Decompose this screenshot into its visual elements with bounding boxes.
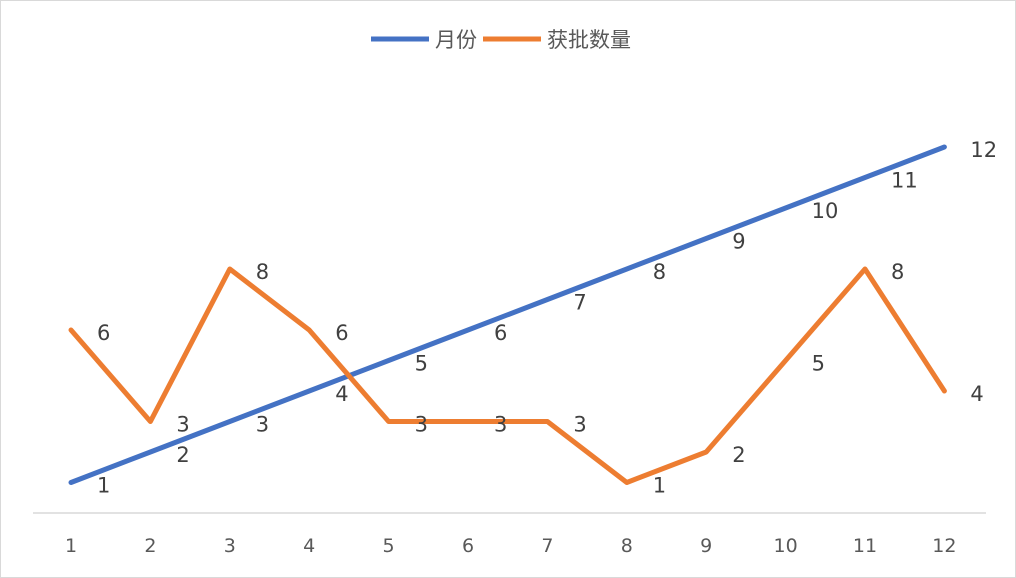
data-label-series-1: 11 xyxy=(891,169,918,193)
series-line-1 xyxy=(68,144,947,485)
x-tick-label: 6 xyxy=(462,535,474,557)
series-lines xyxy=(68,144,947,485)
data-label-series-1: 4 xyxy=(335,382,348,406)
x-tick-label: 12 xyxy=(932,535,956,557)
data-label-series-1: 3 xyxy=(256,413,269,437)
data-label-series-1: 7 xyxy=(573,291,586,315)
series-line-2 xyxy=(68,266,947,485)
x-tick-label: 2 xyxy=(144,535,156,557)
data-label-series-2: 8 xyxy=(891,260,904,284)
x-tick-label: 8 xyxy=(621,535,633,557)
legend-label-2: 获批数量 xyxy=(547,28,631,52)
data-label-series-2: 1 xyxy=(653,474,666,498)
data-label-series-2: 3 xyxy=(573,413,586,437)
data-label-series-1: 2 xyxy=(176,443,189,467)
data-label-series-2: 3 xyxy=(415,413,428,437)
data-label-series-1: 12 xyxy=(970,138,997,162)
x-axis-tick-labels: 1 2 3 4 5 6 7 8 9 10 11 12 xyxy=(65,535,957,557)
data-label-series-1: 9 xyxy=(732,230,745,254)
data-label-series-1: 10 xyxy=(812,199,839,223)
data-label-series-2: 6 xyxy=(97,321,110,345)
data-label-series-2: 5 xyxy=(812,352,825,376)
data-label-series-1: 1 xyxy=(97,474,110,498)
x-tick-label: 7 xyxy=(541,535,553,557)
legend: 月份 获批数量 xyxy=(371,28,631,52)
legend-label-1: 月份 xyxy=(435,28,477,52)
x-tick-label: 11 xyxy=(853,535,877,557)
data-label-series-2: 4 xyxy=(970,382,983,406)
x-tick-label: 1 xyxy=(65,535,77,557)
data-label-series-1: 8 xyxy=(653,260,666,284)
data-label-series-1: 6 xyxy=(494,321,507,345)
x-tick-label: 4 xyxy=(303,535,315,557)
data-label-series-2: 6 xyxy=(335,321,348,345)
data-label-series-1: 5 xyxy=(415,352,428,376)
data-label-series-2: 2 xyxy=(732,443,745,467)
data-label-series-2: 8 xyxy=(256,260,269,284)
x-tick-label: 9 xyxy=(700,535,712,557)
x-tick-label: 10 xyxy=(774,535,798,557)
data-label-series-2: 3 xyxy=(494,413,507,437)
data-label-series-2: 3 xyxy=(176,413,189,437)
x-tick-label: 5 xyxy=(383,535,395,557)
x-tick-label: 3 xyxy=(224,535,236,557)
